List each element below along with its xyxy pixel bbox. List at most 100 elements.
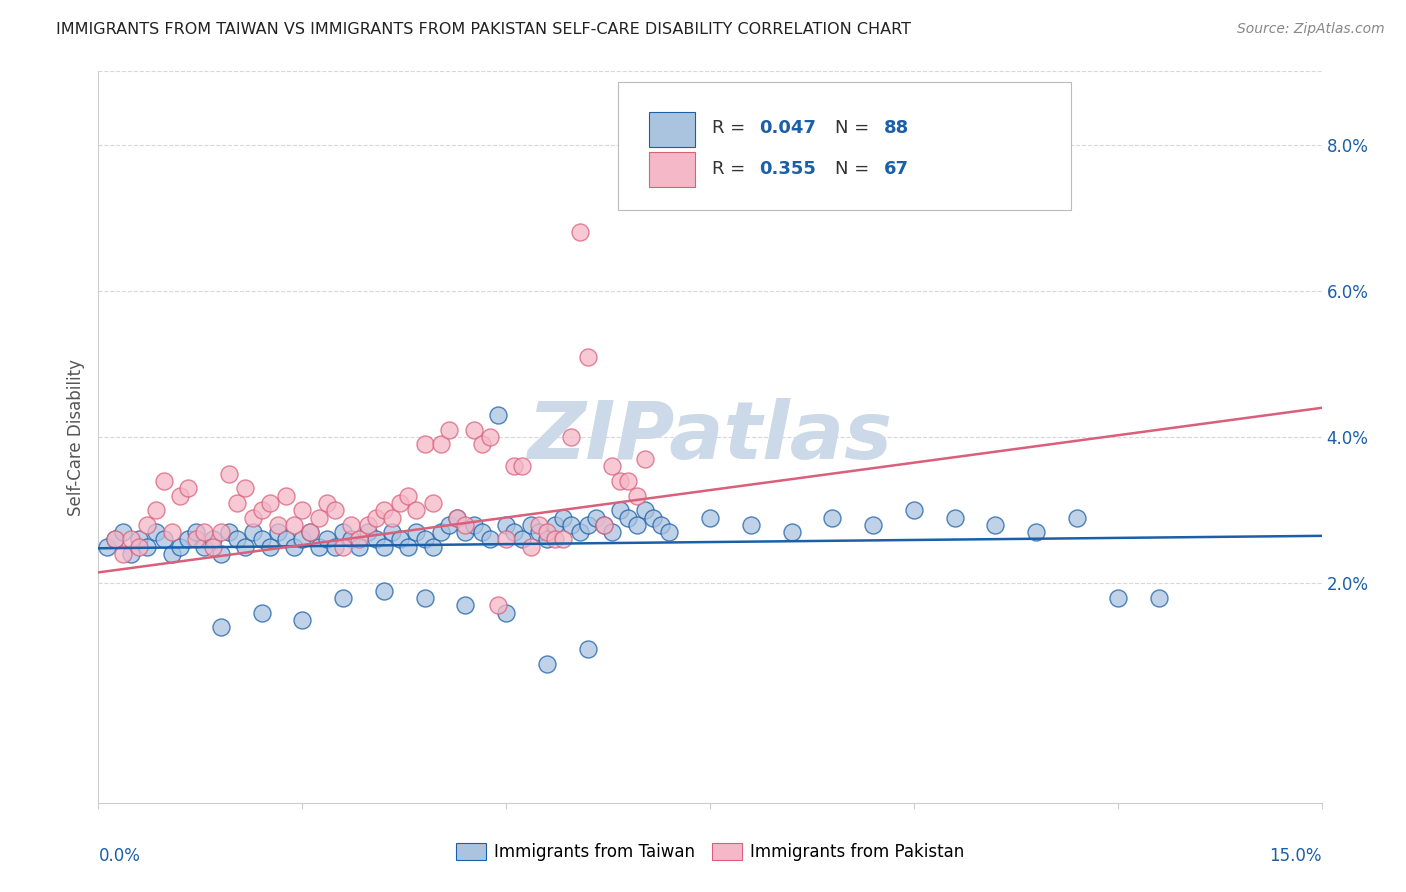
Point	[405, 503, 427, 517]
Point	[454, 517, 477, 532]
Point	[169, 489, 191, 503]
Point	[349, 533, 371, 547]
Point	[478, 533, 501, 547]
Point	[903, 503, 925, 517]
Point	[299, 525, 322, 540]
Point	[274, 489, 297, 503]
Point	[568, 225, 591, 239]
Point	[218, 467, 240, 481]
Point	[373, 540, 395, 554]
Point	[332, 540, 354, 554]
Point	[120, 547, 142, 561]
Point	[177, 533, 200, 547]
Point	[446, 510, 468, 524]
Text: Source: ZipAtlas.com: Source: ZipAtlas.com	[1237, 22, 1385, 37]
Point	[242, 510, 264, 524]
Point	[609, 503, 631, 517]
Point	[274, 533, 297, 547]
Point	[373, 503, 395, 517]
Point	[519, 540, 541, 554]
Point	[250, 533, 273, 547]
Point	[568, 525, 591, 540]
Text: 0.047: 0.047	[759, 120, 815, 137]
Point	[250, 606, 273, 620]
Point	[242, 525, 264, 540]
Point	[160, 547, 183, 561]
Point	[519, 517, 541, 532]
Point	[186, 533, 208, 547]
Point	[536, 657, 558, 671]
Point	[177, 481, 200, 495]
Point	[209, 620, 232, 634]
Point	[193, 540, 215, 554]
Point	[740, 517, 762, 532]
Text: R =: R =	[713, 120, 751, 137]
Point	[169, 540, 191, 554]
Point	[152, 533, 174, 547]
Point	[389, 533, 412, 547]
FancyBboxPatch shape	[648, 152, 696, 187]
Point	[111, 547, 134, 561]
Point	[396, 489, 419, 503]
Legend: Immigrants from Taiwan, Immigrants from Pakistan: Immigrants from Taiwan, Immigrants from …	[449, 836, 972, 868]
Point	[226, 533, 249, 547]
Point	[454, 599, 477, 613]
Point	[96, 540, 118, 554]
Point	[544, 533, 567, 547]
Point	[373, 583, 395, 598]
Point	[259, 496, 281, 510]
Point	[593, 517, 616, 532]
Point	[1066, 510, 1088, 524]
Point	[463, 423, 485, 437]
Point	[291, 533, 314, 547]
Point	[503, 459, 526, 474]
Point	[422, 540, 444, 554]
Point	[160, 525, 183, 540]
Point	[267, 517, 290, 532]
Point	[413, 591, 436, 605]
Point	[356, 517, 378, 532]
Point	[430, 525, 453, 540]
Point	[430, 437, 453, 451]
Point	[560, 517, 582, 532]
Text: 0.355: 0.355	[759, 160, 815, 178]
Point	[437, 423, 460, 437]
Point	[128, 540, 150, 554]
Text: N =: N =	[835, 160, 875, 178]
Point	[259, 540, 281, 554]
Point	[495, 517, 517, 532]
Point	[585, 510, 607, 524]
Point	[553, 510, 575, 524]
Point	[617, 474, 640, 488]
Point	[201, 540, 224, 554]
Point	[471, 525, 494, 540]
Point	[536, 533, 558, 547]
Text: N =: N =	[835, 120, 875, 137]
Point	[527, 525, 550, 540]
Point	[495, 533, 517, 547]
Point	[145, 503, 167, 517]
Text: 15.0%: 15.0%	[1270, 847, 1322, 864]
Point	[218, 525, 240, 540]
Point	[1025, 525, 1047, 540]
Point	[364, 510, 387, 524]
Point	[308, 510, 330, 524]
Point	[323, 503, 346, 517]
Point	[356, 525, 378, 540]
Point	[486, 408, 509, 422]
Point	[340, 533, 363, 547]
Point	[413, 437, 436, 451]
Point	[136, 517, 159, 532]
FancyBboxPatch shape	[648, 112, 696, 146]
Point	[821, 510, 844, 524]
Point	[323, 540, 346, 554]
Point	[943, 510, 966, 524]
Point	[299, 525, 322, 540]
Point	[349, 540, 371, 554]
Point	[209, 525, 232, 540]
Point	[553, 533, 575, 547]
Point	[136, 540, 159, 554]
Point	[291, 503, 314, 517]
Point	[984, 517, 1007, 532]
Point	[308, 540, 330, 554]
